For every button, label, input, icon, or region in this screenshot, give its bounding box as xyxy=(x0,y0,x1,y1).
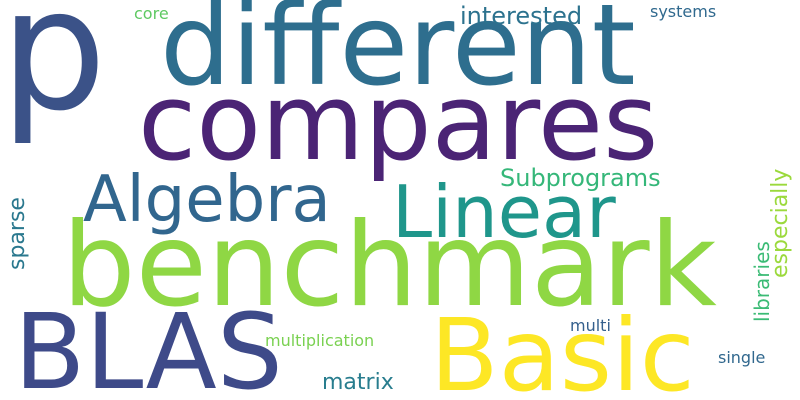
word-multi: multi xyxy=(570,316,611,335)
word-p: p xyxy=(0,0,107,148)
word-matrix: matrix xyxy=(322,370,394,395)
word-systems: systems xyxy=(650,2,717,21)
word-algebra: Algebra xyxy=(83,163,331,237)
word-blas: BLAS xyxy=(14,291,283,400)
word-sparse: sparse xyxy=(5,197,30,270)
word-core: core xyxy=(134,4,169,23)
word-subprograms: Subprograms xyxy=(500,164,661,192)
word-basic: Basic xyxy=(430,297,695,400)
word-multiplication: multiplication xyxy=(265,331,375,350)
word-benchmark: benchmark xyxy=(62,198,717,333)
word-different: different xyxy=(160,0,636,111)
word-single: single xyxy=(718,348,766,367)
word-linear: Linear xyxy=(392,170,616,254)
word-interested: interested xyxy=(460,2,583,30)
word-especially: especially xyxy=(768,168,793,278)
word-compares: compares xyxy=(138,61,659,184)
